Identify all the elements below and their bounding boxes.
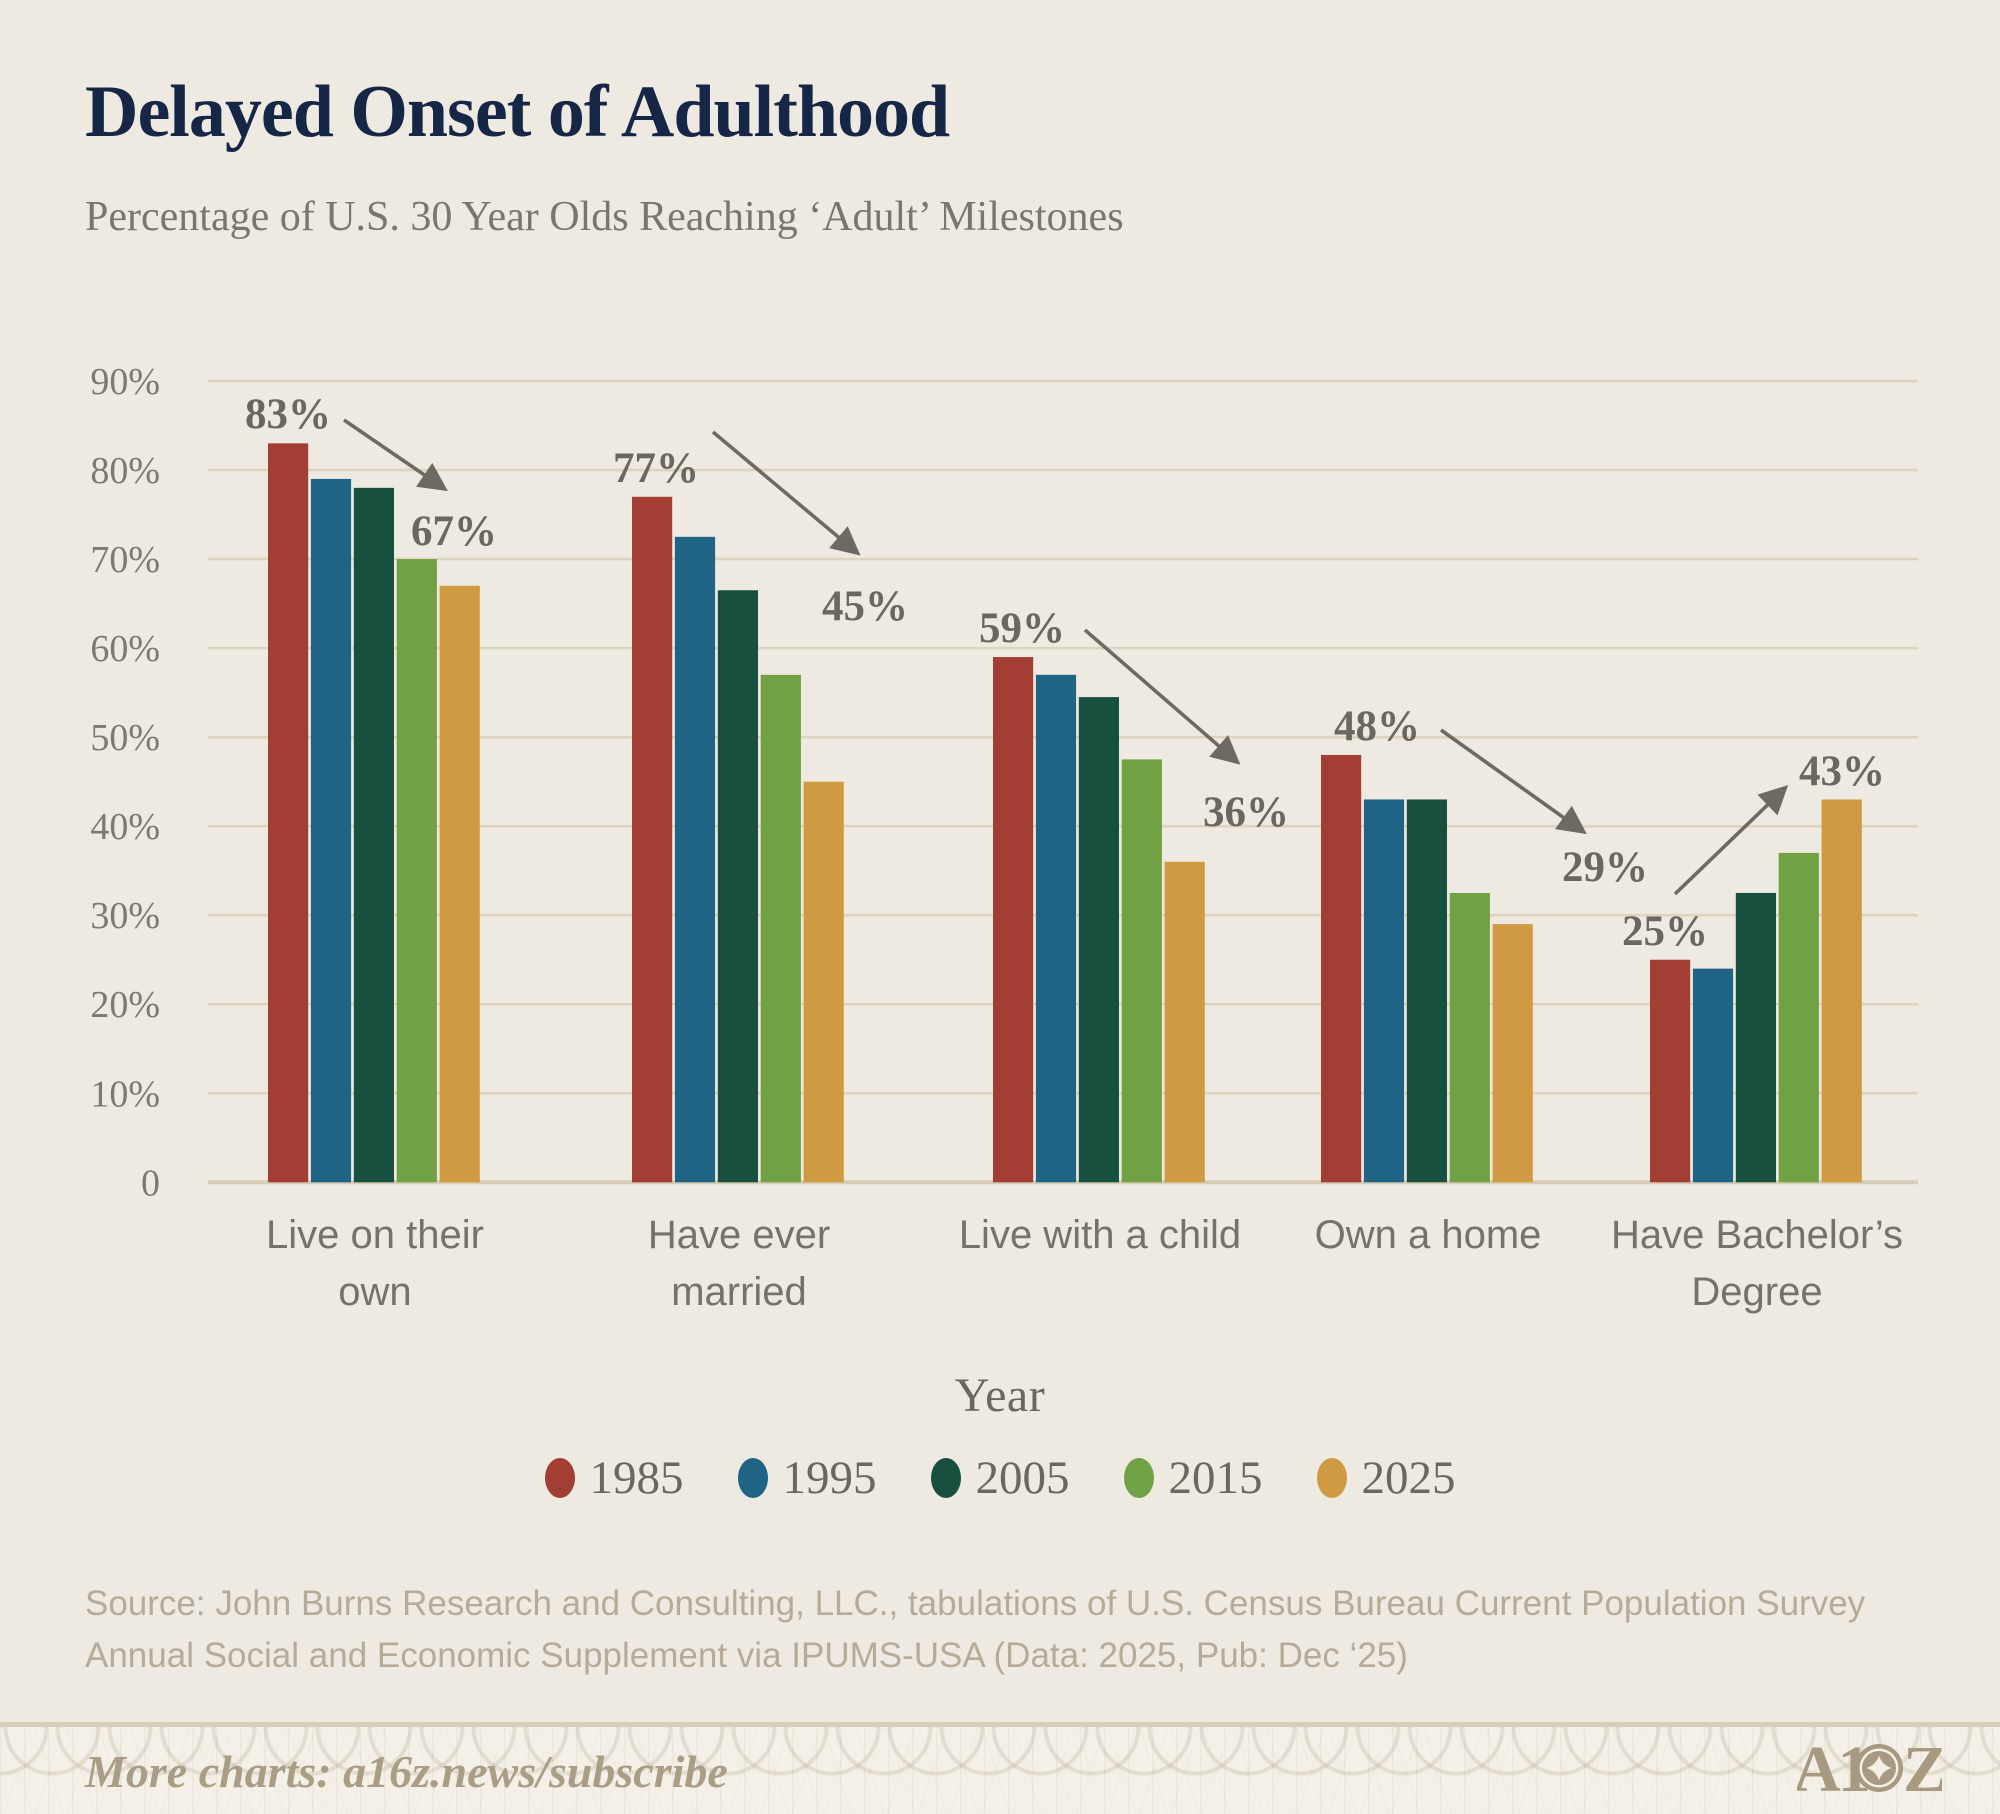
svg-text:60%: 60% xyxy=(90,628,160,670)
bar-2005-0 xyxy=(353,487,394,1183)
legend-year-label: 2025 xyxy=(1361,1452,1456,1504)
svg-text:10%: 10% xyxy=(90,1073,160,1115)
bar-2025-2 xyxy=(1164,861,1205,1183)
svg-text:29%: 29% xyxy=(1562,844,1648,891)
legend-item-2005: 2005 xyxy=(930,1451,1070,1505)
svg-text:67%: 67% xyxy=(411,508,497,555)
legend-swatch-icon xyxy=(737,1458,768,1498)
bar-2005-1 xyxy=(717,590,758,1183)
svg-text:90%: 90% xyxy=(90,361,160,403)
legend-item-2025: 2025 xyxy=(1316,1451,1456,1505)
legend-year-label: 1995 xyxy=(782,1452,877,1504)
svg-text:59%: 59% xyxy=(979,605,1065,652)
bar-1995-1 xyxy=(674,536,716,1183)
svg-text:30%: 30% xyxy=(90,895,160,937)
footer-bar: More charts: a16z.news/subscribe A1 Z xyxy=(0,1727,2000,1814)
bar-2015-3 xyxy=(1449,892,1490,1183)
bar-2005-3 xyxy=(1406,799,1447,1183)
bar-2025-3 xyxy=(1492,924,1533,1183)
bar-2015-2 xyxy=(1121,759,1162,1183)
bar-2015-0 xyxy=(396,559,437,1183)
bar-1985-2 xyxy=(993,657,1034,1183)
svg-text:80%: 80% xyxy=(90,450,160,492)
svg-text:45%: 45% xyxy=(822,583,908,630)
bar-2025-4 xyxy=(1821,799,1862,1183)
svg-text:48%: 48% xyxy=(1334,703,1420,750)
chart-header: Delayed Onset of Adulthood Percentage of… xyxy=(85,70,1915,241)
bar-1995-0 xyxy=(310,478,352,1183)
legend-title: Year xyxy=(954,1369,1046,1422)
source-line-2: Annual Social and Economic Supplement vi… xyxy=(85,1636,1408,1675)
bar-1985-0 xyxy=(268,443,309,1183)
bar-1985-3 xyxy=(1321,754,1362,1183)
legend-year-label: 1985 xyxy=(589,1452,684,1504)
legend-swatch-icon xyxy=(1316,1458,1347,1498)
bar-1995-2 xyxy=(1035,674,1077,1183)
bar-2005-4 xyxy=(1735,892,1776,1183)
svg-text:25%: 25% xyxy=(1622,908,1708,955)
bar-1985-4 xyxy=(1650,959,1691,1183)
trend-arrow-down xyxy=(1083,628,1241,765)
svg-text:20%: 20% xyxy=(90,984,160,1026)
footer-promo-text: More charts: a16z.news/subscribe xyxy=(85,1746,728,1797)
chart-legend: Year 1985 1995 2005 2015 2025 xyxy=(0,1368,2000,1505)
legend-swatch-icon xyxy=(1123,1458,1154,1498)
trend-arrow-down xyxy=(342,418,448,492)
legend-item-1995: 1995 xyxy=(737,1451,877,1505)
legend-swatch-icon xyxy=(544,1458,575,1498)
trend-arrow-down xyxy=(1439,728,1587,835)
legend-items: 1985 1995 2005 2015 2025 xyxy=(0,1451,2000,1505)
svg-text:36%: 36% xyxy=(1203,789,1289,836)
bar-1985-1 xyxy=(632,496,673,1183)
svg-text:Live with a child: Live with a child xyxy=(959,1213,1241,1257)
legend-item-1985: 1985 xyxy=(544,1451,684,1505)
svg-text:40%: 40% xyxy=(90,806,160,848)
bar-2005-2 xyxy=(1078,697,1119,1183)
trend-arrow-down xyxy=(711,430,861,556)
svg-text:70%: 70% xyxy=(90,539,160,581)
svg-text:43%: 43% xyxy=(1799,748,1885,795)
legend-year-label: 2015 xyxy=(1168,1452,1263,1504)
trend-arrow-up xyxy=(1673,785,1789,896)
svg-text:Own a home: Own a home xyxy=(1315,1213,1542,1257)
bar-1995-3 xyxy=(1363,799,1405,1183)
bar-2015-1 xyxy=(760,674,801,1183)
page-title: Delayed Onset of Adulthood xyxy=(85,71,950,153)
a16z-logo: A1 Z xyxy=(1797,1735,1942,1795)
legend-item-2015: 2015 xyxy=(1123,1451,1263,1505)
bar-2025-0 xyxy=(439,585,480,1183)
svg-text:0: 0 xyxy=(141,1162,160,1204)
bar-1995-4 xyxy=(1692,968,1734,1183)
svg-text:77%: 77% xyxy=(613,445,699,492)
source-note: Source: John Burns Research and Consulti… xyxy=(85,1578,1915,1682)
footer-divider xyxy=(0,1722,2000,1727)
bar-2015-4 xyxy=(1778,852,1819,1183)
chart-subtitle: Percentage of U.S. 30 Year Olds Reaching… xyxy=(85,194,1124,240)
svg-text:83%: 83% xyxy=(245,391,331,438)
source-line-1: Source: John Burns Research and Consulti… xyxy=(85,1584,1866,1623)
legend-swatch-icon xyxy=(930,1458,961,1498)
svg-text:50%: 50% xyxy=(90,717,160,759)
bar-2025-1 xyxy=(803,781,844,1183)
legend-year-label: 2005 xyxy=(975,1452,1070,1504)
svg-text:Z: Z xyxy=(1903,1735,1942,1795)
